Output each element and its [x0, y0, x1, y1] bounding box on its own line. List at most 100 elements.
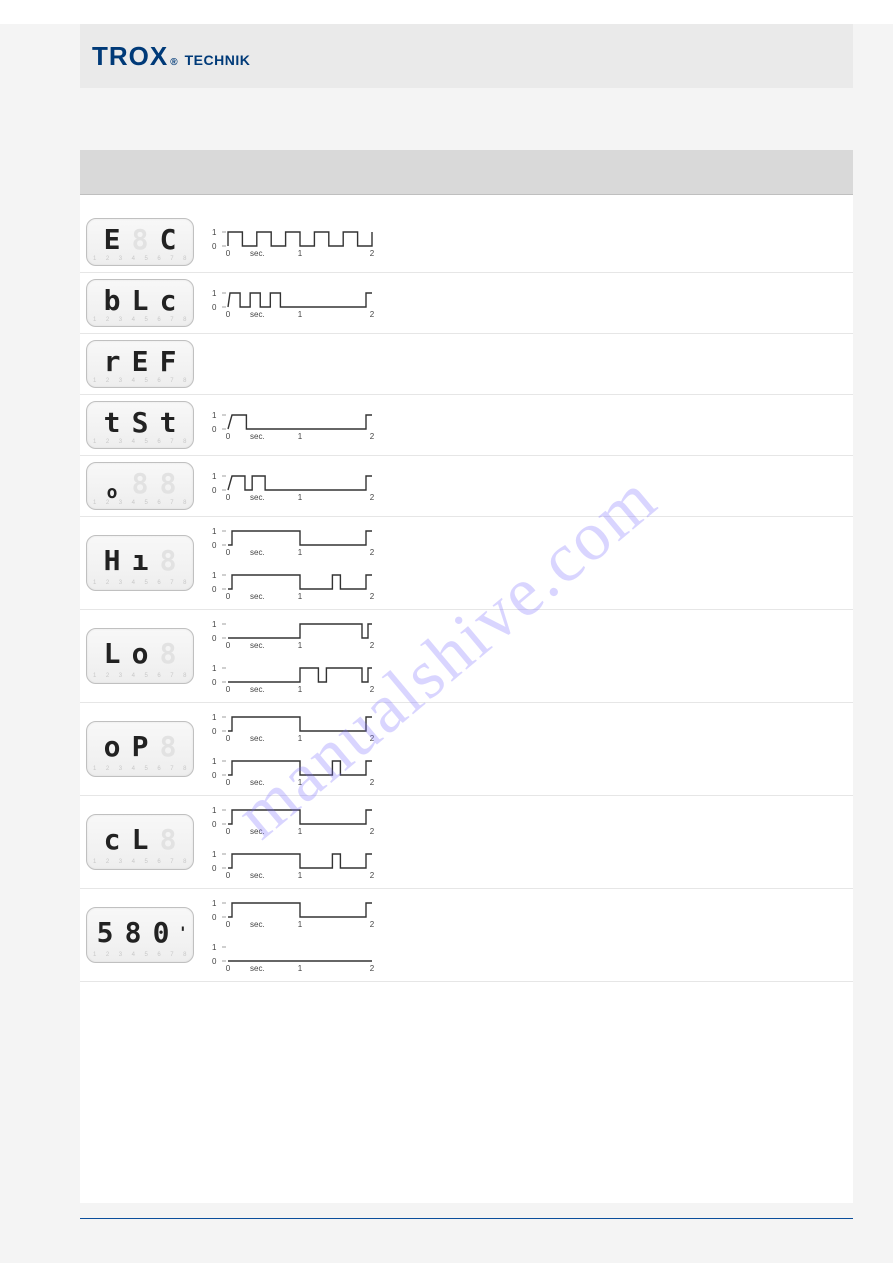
svg-text:1: 1 — [212, 806, 217, 815]
waveform: 100sec.12 — [206, 468, 380, 504]
svg-text:sec.: sec. — [250, 548, 265, 557]
waveform: 1 00 sec. 1 2 — [206, 523, 380, 559]
display-box: tSt12345678 — [86, 401, 194, 449]
svg-text:0: 0 — [226, 310, 231, 319]
svg-text:1: 1 — [212, 664, 217, 673]
svg-text:1: 1 — [298, 871, 303, 880]
svg-text:0: 0 — [212, 820, 217, 829]
display-box: Hı812345678 — [86, 535, 194, 591]
svg-text:0: 0 — [226, 827, 231, 836]
svg-text:0: 0 — [226, 432, 231, 441]
waveform: 100sec.12 — [206, 616, 380, 652]
svg-text:0: 0 — [226, 871, 231, 880]
table-row: oP812345678100sec.12100sec.12 — [80, 703, 853, 796]
svg-text:2: 2 — [370, 592, 375, 601]
display-table: E8C12345678100sec.12bLc12345678100sec.12… — [80, 150, 853, 982]
svg-text:1: 1 — [298, 964, 303, 973]
table-row: rEF12345678 — [80, 334, 853, 395]
svg-text:1: 1 — [298, 685, 303, 694]
svg-text:sec.: sec. — [250, 249, 265, 258]
svg-text:0: 0 — [212, 541, 217, 550]
svg-text:1: 1 — [212, 899, 217, 908]
waveform: 100sec.12 — [206, 407, 380, 443]
svg-text:1: 1 — [212, 620, 217, 629]
waveform: 100sec.12 — [206, 567, 380, 603]
waveform: 100sec.12 — [206, 753, 380, 789]
svg-text:0: 0 — [212, 486, 217, 495]
table-row: bLc12345678100sec.12 — [80, 273, 853, 334]
waveform: 100sec.12 — [206, 802, 380, 838]
logo-brand: TRO — [92, 41, 150, 72]
table-row: tSt12345678100sec.12 — [80, 395, 853, 456]
table-header-row — [80, 150, 853, 194]
svg-text:0: 0 — [212, 957, 217, 966]
svg-text:1: 1 — [298, 920, 303, 929]
table-row: E8C12345678100sec.12 — [80, 212, 853, 273]
display-box: rEF12345678 — [86, 340, 194, 388]
svg-text:sec.: sec. — [250, 734, 265, 743]
logo: TROX® TECHNIK — [92, 41, 250, 72]
waveform: 100sec.12 — [206, 660, 380, 696]
svg-text:1: 1 — [212, 411, 217, 420]
table-row: Hı812345678100sec.12100sec.12 — [80, 517, 853, 610]
svg-text:0: 0 — [212, 913, 217, 922]
svg-text:sec.: sec. — [250, 920, 265, 929]
svg-text:0: 0 — [226, 249, 231, 258]
svg-text:1: 1 — [298, 827, 303, 836]
svg-text:2: 2 — [370, 778, 375, 787]
svg-text:0: 0 — [226, 548, 231, 557]
svg-text:1: 1 — [212, 527, 217, 536]
svg-text:sec.: sec. — [250, 310, 265, 319]
display-box: E8C12345678 — [86, 218, 194, 266]
svg-text:0: 0 — [212, 771, 217, 780]
waveform: 100sec.12 — [206, 939, 380, 975]
svg-text:1: 1 — [212, 850, 217, 859]
display-box: oP812345678 — [86, 721, 194, 777]
svg-text:2: 2 — [370, 827, 375, 836]
svg-text:sec.: sec. — [250, 641, 265, 650]
svg-text:0: 0 — [226, 592, 231, 601]
svg-text:2: 2 — [370, 249, 375, 258]
svg-text:1: 1 — [298, 592, 303, 601]
svg-text:1: 1 — [298, 548, 303, 557]
display-box: o8812345678 — [86, 462, 194, 510]
svg-text:2: 2 — [370, 920, 375, 929]
waveform: 100sec.12 — [206, 285, 380, 321]
svg-text:1: 1 — [298, 493, 303, 502]
svg-text:1: 1 — [298, 734, 303, 743]
table-row: o8812345678100sec.12 — [80, 456, 853, 517]
svg-text:1: 1 — [212, 472, 217, 481]
svg-text:0: 0 — [212, 678, 217, 687]
svg-text:0: 0 — [212, 864, 217, 873]
table-row: 580'12345678100sec.12100sec.12 — [80, 889, 853, 982]
svg-text:1: 1 — [212, 757, 217, 766]
svg-text:sec.: sec. — [250, 871, 265, 880]
svg-text:1: 1 — [298, 778, 303, 787]
svg-text:0: 0 — [226, 778, 231, 787]
display-box: cL812345678 — [86, 814, 194, 870]
svg-text:0: 0 — [212, 303, 217, 312]
svg-text:1: 1 — [212, 228, 217, 237]
svg-text:2: 2 — [370, 548, 375, 557]
waveform: 1 00 sec. 1 2 — [206, 895, 380, 931]
table-row: Lo812345678100sec.12100sec.12 — [80, 610, 853, 703]
svg-text:0: 0 — [212, 585, 217, 594]
svg-text:0: 0 — [226, 493, 231, 502]
svg-text:1: 1 — [298, 249, 303, 258]
svg-text:2: 2 — [370, 310, 375, 319]
svg-text:0: 0 — [226, 641, 231, 650]
waveform: 100sec.12 — [206, 224, 380, 260]
svg-text:2: 2 — [370, 734, 375, 743]
svg-text:1: 1 — [298, 310, 303, 319]
svg-text:0: 0 — [226, 964, 231, 973]
svg-text:2: 2 — [370, 964, 375, 973]
svg-text:0: 0 — [212, 634, 217, 643]
waveform: 100sec.12 — [206, 709, 380, 745]
content-panel: E8C12345678100sec.12bLc12345678100sec.12… — [80, 150, 853, 1203]
svg-text:0: 0 — [226, 685, 231, 694]
logo-x: X — [150, 41, 168, 72]
footer-line — [80, 1218, 853, 1219]
header-bar: TROX® TECHNIK — [80, 24, 853, 88]
svg-text:0: 0 — [226, 920, 231, 929]
svg-text:1: 1 — [212, 713, 217, 722]
